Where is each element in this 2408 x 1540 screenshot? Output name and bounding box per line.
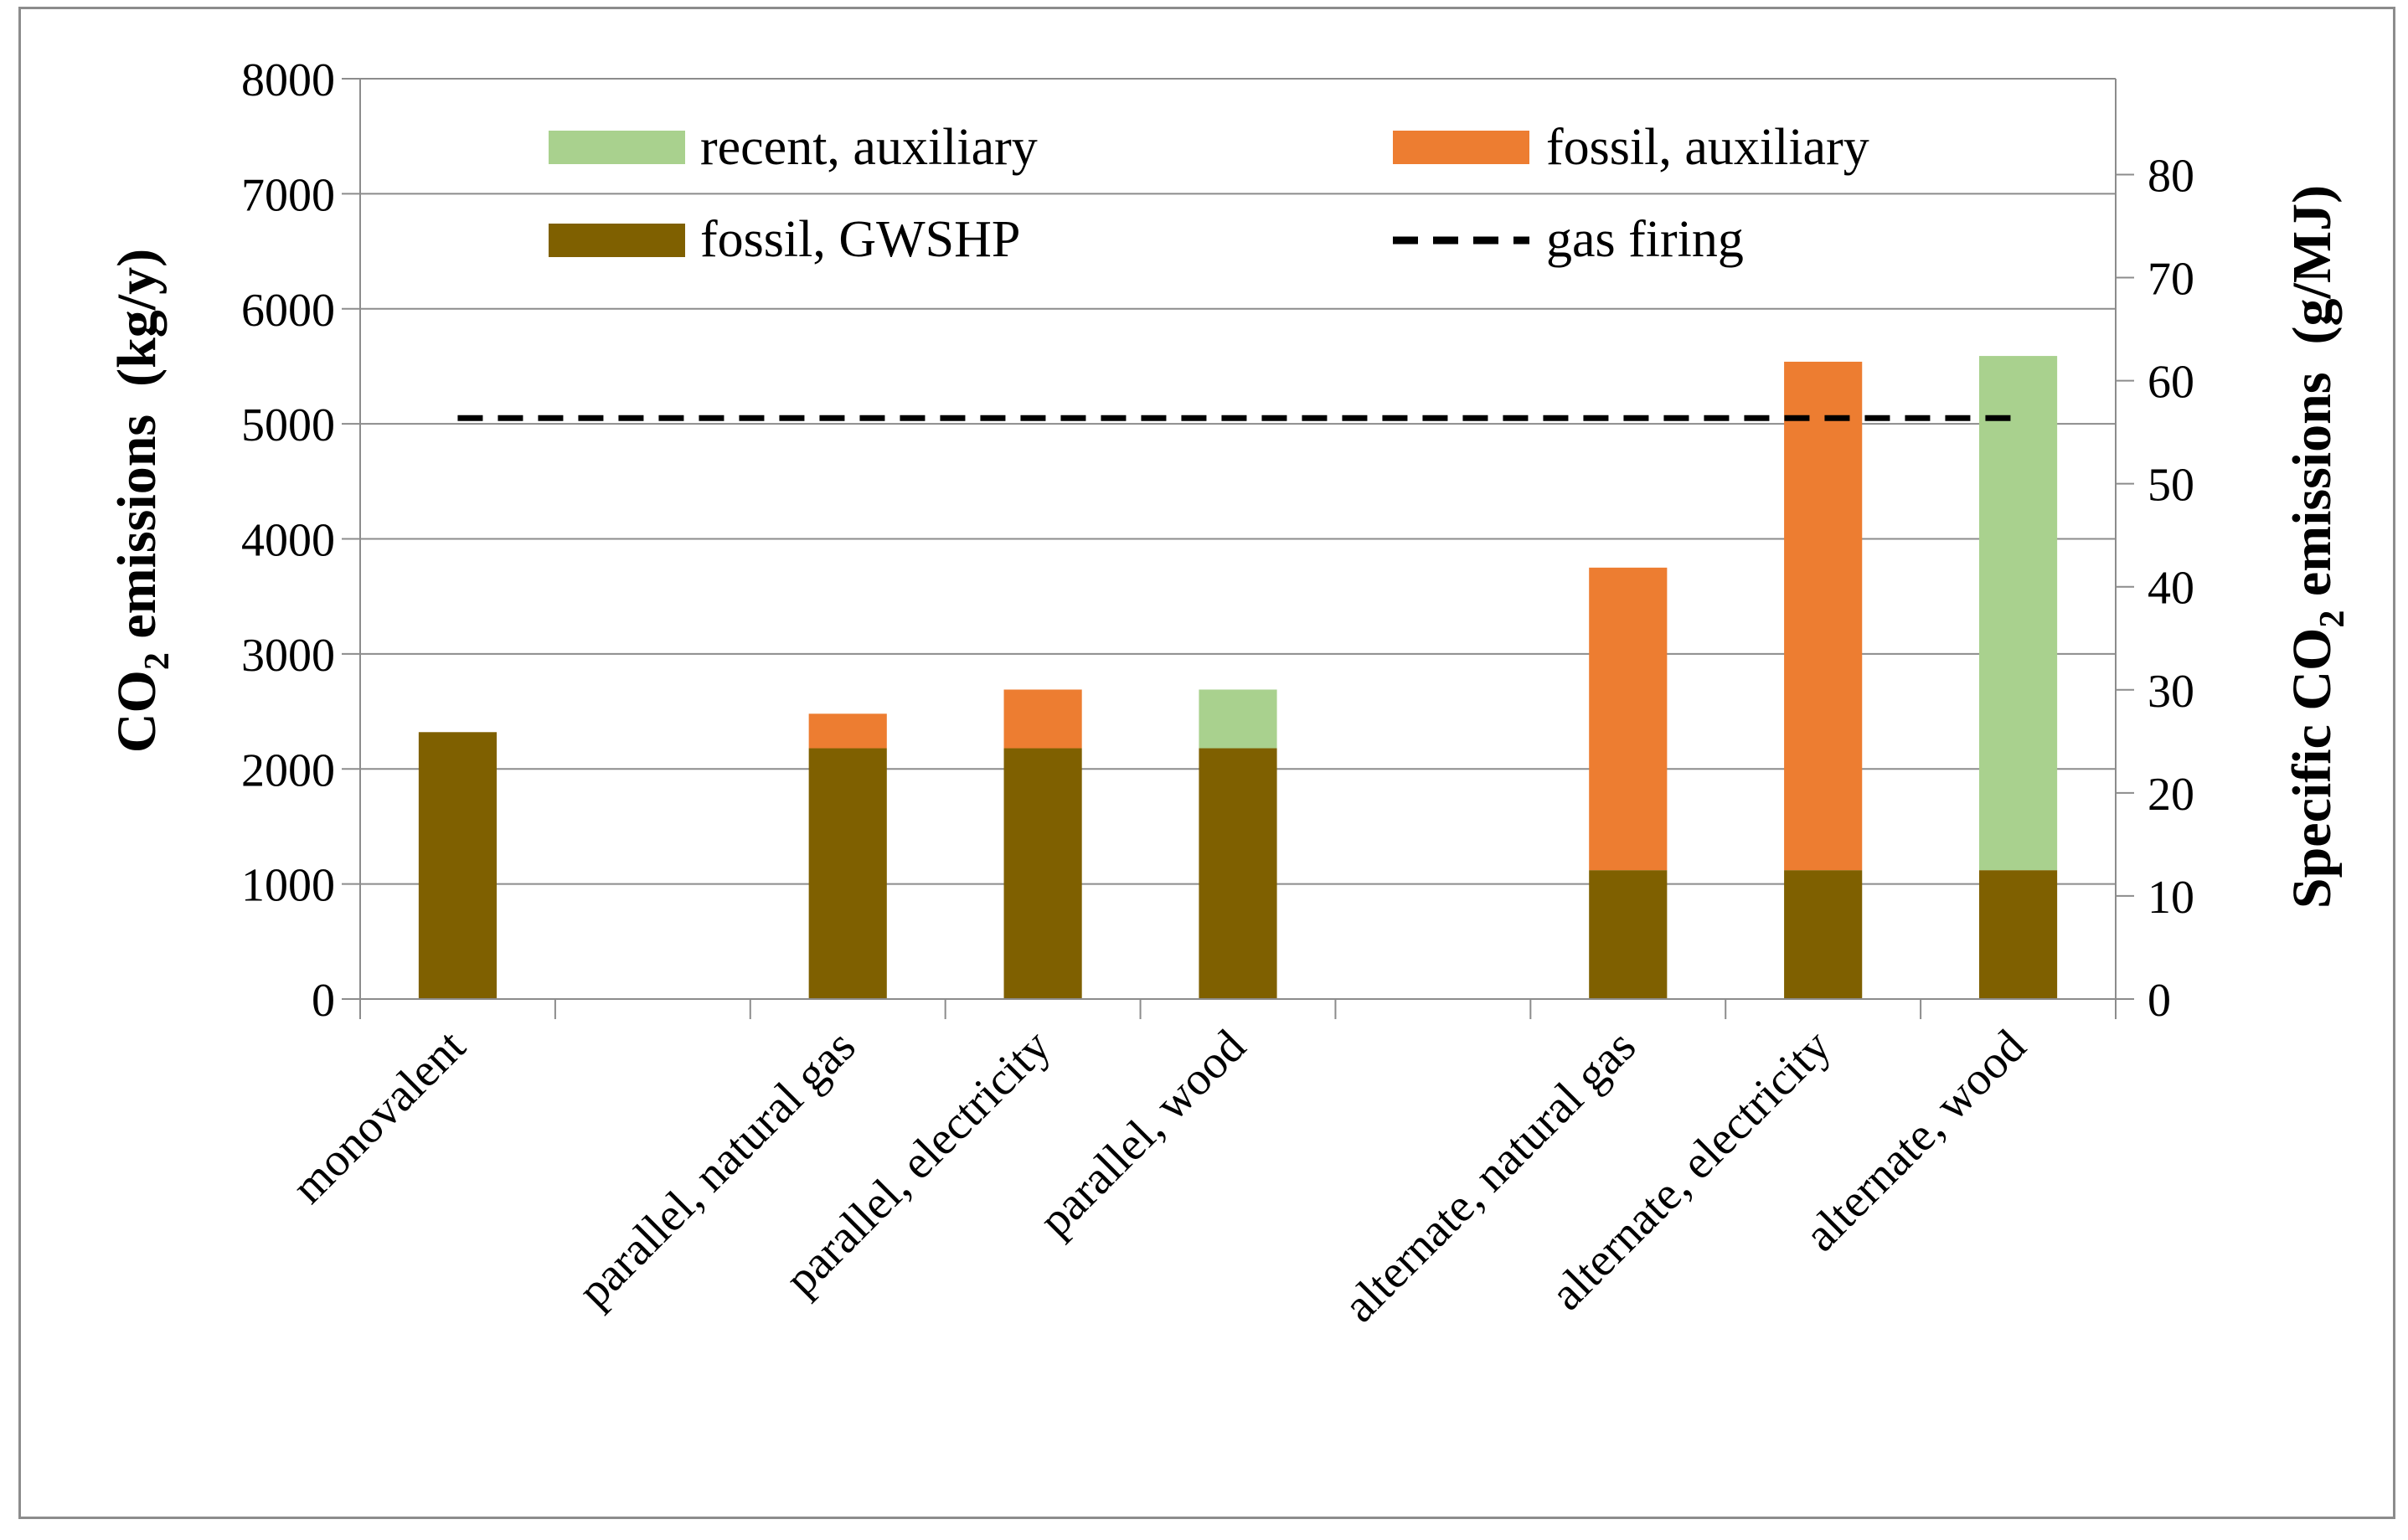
- bar-segment-fossil-auxiliary: [808, 713, 887, 749]
- y-axis-title: CO2 emissions (kg/y): [106, 249, 177, 753]
- y2-tick-label: 0: [2148, 975, 2171, 1027]
- legend-label-gas-firing: gas firing: [1546, 211, 1744, 268]
- legend-label-recent-auxiliary: recent, auxiliary: [700, 119, 1038, 176]
- y-tick-labels: 0 1000 2000 3000 4000 5000 6000 7000 8000: [241, 54, 335, 1027]
- axes: [359, 79, 2117, 1019]
- y2-tick-labels: 0 10 20 30 40 50 60 70 80: [2116, 150, 2194, 1027]
- y-tick-label: 4000: [241, 515, 335, 567]
- legend-swatch-fossil-gwshp: [549, 224, 685, 257]
- legend: recent, auxiliary fossil, auxiliary foss…: [549, 119, 1869, 268]
- bars: [418, 356, 2058, 999]
- legend-label-fossil-gwshp: fossil, GWSHP: [700, 211, 1020, 268]
- bar-segment-fossil-gwshp: [808, 748, 887, 999]
- y-tick-label: 7000: [241, 169, 335, 221]
- y2-tick-label: 80: [2148, 150, 2194, 202]
- x-category-label: parallel, wood: [1029, 1020, 1256, 1246]
- bar-segment-recent-auxiliary: [1199, 689, 1277, 749]
- bar-segment-fossil-gwshp: [418, 732, 498, 999]
- bar-segment-fossil-auxiliary: [1784, 361, 1863, 871]
- bar-segment-recent-auxiliary: [1978, 356, 2058, 871]
- y-tick-label: 2000: [241, 744, 335, 796]
- y-tick-label: 0: [312, 975, 335, 1027]
- legend-label-fossil-auxiliary: fossil, auxiliary: [1546, 119, 1869, 176]
- y2-tick-label: 10: [2148, 872, 2194, 924]
- legend-swatch-recent-auxiliary: [549, 131, 685, 164]
- bar-segment-fossil-gwshp: [1784, 870, 1863, 999]
- bar-segment-fossil-auxiliary: [1003, 689, 1082, 749]
- y2-tick-label: 50: [2148, 460, 2194, 512]
- x-category-labels: monovalent parallel, natural gasparallel,…: [282, 1020, 2036, 1332]
- bar-segment-fossil-auxiliary: [1589, 567, 1668, 871]
- bar-segment-fossil-gwshp: [1978, 870, 2058, 999]
- y-tick-label: 6000: [241, 285, 335, 337]
- bar-segment-fossil-gwshp: [1003, 748, 1082, 999]
- bar-segment-fossil-gwshp: [1199, 748, 1277, 999]
- y-tick-label: 8000: [241, 54, 335, 106]
- y-tick-label: 3000: [241, 630, 335, 682]
- y2-tick-label: 30: [2148, 666, 2194, 718]
- y2-tick-label: 40: [2148, 563, 2194, 615]
- y2-tick-label: 20: [2148, 769, 2194, 821]
- y2-tick-label: 70: [2148, 254, 2194, 306]
- x-category-label: monovalent: [282, 1020, 476, 1213]
- y-tick-label: 1000: [241, 860, 335, 912]
- legend-swatch-fossil-auxiliary: [1393, 131, 1529, 164]
- y-tick-label: 5000: [241, 399, 335, 451]
- y2-axis-title: Specific CO2 emissions (g/MJ): [2282, 185, 2352, 909]
- bar-segment-fossil-gwshp: [1589, 870, 1668, 999]
- y2-tick-label: 60: [2148, 357, 2194, 409]
